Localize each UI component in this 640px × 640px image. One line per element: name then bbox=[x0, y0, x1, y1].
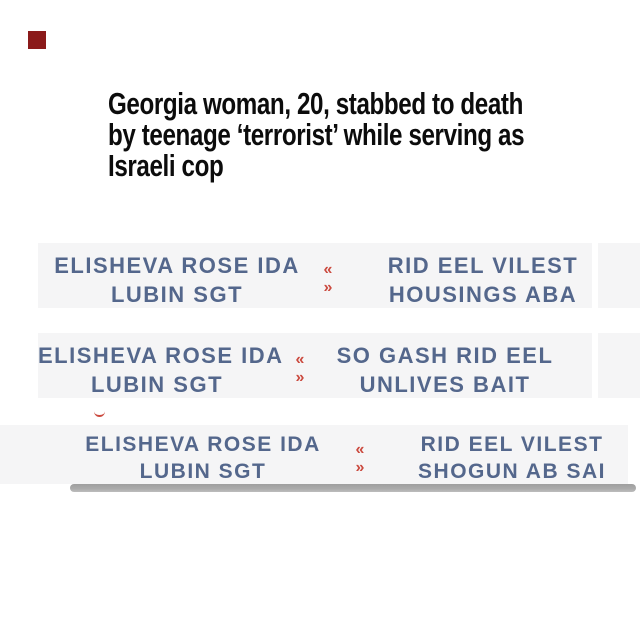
anagram-result-text: RID EEL VILEST SHOGUN AB SAI bbox=[382, 431, 640, 485]
headline-line: Israeli cop bbox=[108, 148, 224, 183]
article-headline: Georgia woman, 20, stabbed to death by t… bbox=[108, 86, 525, 183]
anagram-source-text: ELISHEVA ROSE IDA LUBIN SGT bbox=[38, 251, 316, 309]
prev-arrow-icon[interactable]: « bbox=[295, 351, 305, 368]
headline-line: by teenage ‘terrorist’ while serving as bbox=[108, 117, 525, 152]
red-squiggle-icon bbox=[94, 409, 105, 417]
prev-arrow-icon[interactable]: « bbox=[323, 261, 333, 278]
anagram-line: ELISHEVA ROSE IDA bbox=[38, 343, 284, 368]
anagram-line: SHOGUN AB SAI bbox=[418, 460, 606, 483]
anagram-source-text: ELISHEVA ROSE IDA LUBIN SGT bbox=[56, 431, 350, 485]
anagram-line: RID EEL VILEST bbox=[420, 433, 604, 456]
anagram-line: ELISHEVA ROSE IDA bbox=[54, 253, 300, 278]
anagram-card-peek[interactable] bbox=[598, 333, 640, 398]
headline-line: Georgia woman, 20, stabbed to death bbox=[108, 86, 523, 121]
anagram-line: LUBIN SGT bbox=[139, 460, 267, 483]
anagram-result-text: SO GASH RID EEL UNLIVES BAIT bbox=[320, 341, 570, 399]
next-arrow-icon[interactable]: » bbox=[355, 459, 365, 476]
anagram-line: RID EEL VILEST bbox=[387, 253, 579, 278]
anagram-line: HOUSINGS ABA bbox=[388, 282, 578, 307]
anagram-card[interactable] bbox=[0, 425, 628, 484]
carousel-arrows[interactable]: « » bbox=[280, 351, 320, 387]
red-square-marker bbox=[28, 31, 46, 49]
anagram-line: LUBIN SGT bbox=[110, 282, 244, 307]
carousel-arrows[interactable]: « » bbox=[340, 441, 380, 477]
carousel-arrows[interactable]: « » bbox=[308, 261, 348, 297]
anagram-line: ELISHEVA ROSE IDA bbox=[85, 433, 321, 456]
next-arrow-icon[interactable]: » bbox=[295, 369, 305, 386]
prev-arrow-icon[interactable]: « bbox=[355, 441, 365, 458]
anagram-card[interactable] bbox=[38, 333, 592, 398]
horizontal-scrollbar-thumb[interactable] bbox=[70, 484, 636, 492]
anagram-source-text: ELISHEVA ROSE IDA LUBIN SGT bbox=[38, 341, 284, 399]
next-arrow-icon[interactable]: » bbox=[323, 279, 333, 296]
anagram-result-text: RID EEL VILEST HOUSINGS ABA bbox=[345, 251, 621, 309]
anagram-line: UNLIVES BAIT bbox=[359, 372, 531, 397]
anagram-line: SO GASH RID EEL bbox=[336, 343, 554, 368]
anagram-card-peek[interactable] bbox=[598, 243, 640, 308]
anagram-card[interactable] bbox=[38, 243, 592, 308]
anagram-line: LUBIN SGT bbox=[90, 372, 224, 397]
